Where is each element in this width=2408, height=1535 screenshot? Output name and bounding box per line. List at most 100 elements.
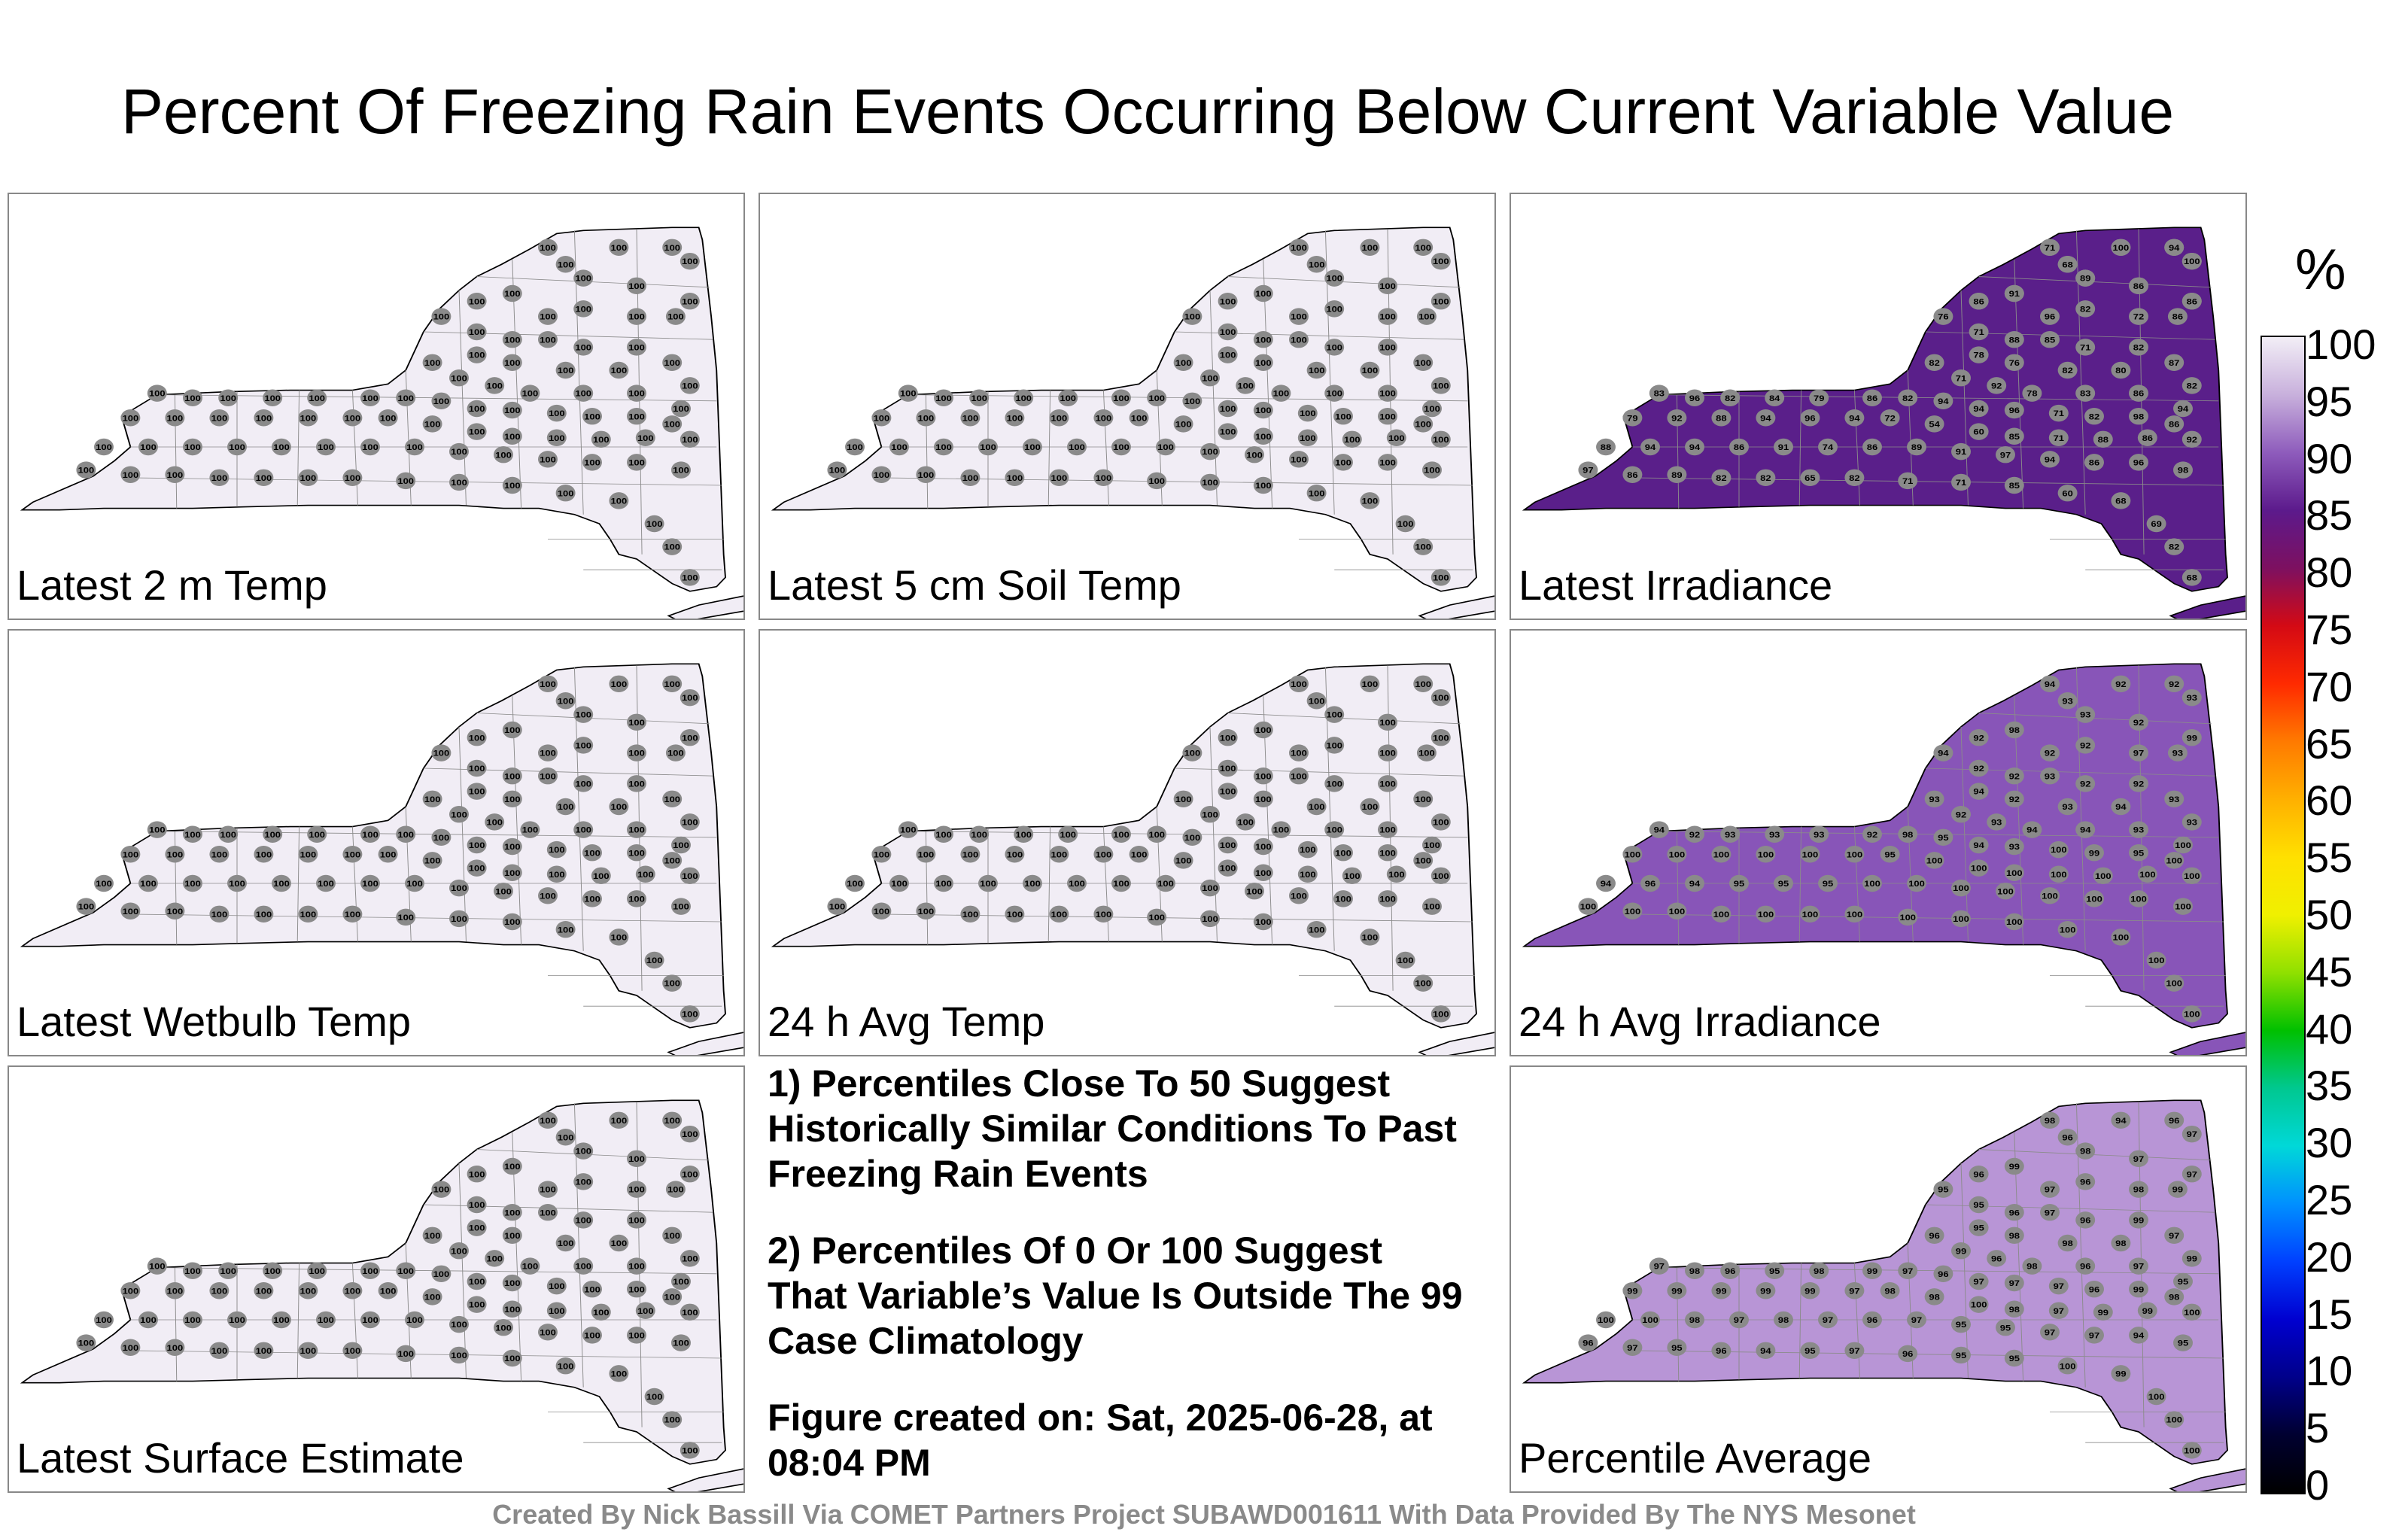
long-island-outline	[1418, 1032, 1494, 1055]
station-marker	[254, 905, 274, 923]
station-value: 100	[1379, 825, 1396, 835]
station-marker	[342, 1282, 363, 1299]
station-value: 100	[682, 435, 698, 445]
station-marker	[609, 1234, 629, 1252]
station-marker	[2040, 1324, 2060, 1341]
station-marker	[1289, 308, 1309, 325]
station-value: 100	[2139, 870, 2156, 880]
county-border	[1853, 390, 1860, 506]
station-marker	[272, 438, 291, 456]
station-marker	[1253, 284, 1273, 302]
station-marker	[680, 813, 700, 831]
station-marker	[307, 1262, 327, 1279]
station-marker	[2075, 339, 2096, 356]
station-value: 100	[971, 830, 987, 840]
station-marker	[1969, 1296, 1989, 1313]
station-value: 100	[628, 342, 645, 352]
station-value: 89	[1671, 470, 1683, 480]
station-value: 100	[558, 1132, 574, 1142]
station-value: 100	[149, 389, 166, 399]
station-marker	[1987, 377, 2007, 394]
station-value: 100	[469, 1223, 485, 1233]
colorbar-tick-label: 60	[2306, 777, 2353, 825]
station-value: 100	[2184, 257, 2200, 266]
station-marker	[360, 874, 380, 892]
station-marker	[2022, 1257, 2042, 1275]
station-value: 100	[1291, 679, 1307, 689]
station-marker	[1253, 913, 1273, 931]
station-marker	[889, 874, 909, 892]
station-marker	[2129, 821, 2148, 838]
state-map: 9276687879869389878076968272867188857182…	[1522, 226, 2245, 619]
station-marker	[502, 1274, 522, 1292]
station-value: 92	[2187, 435, 2198, 445]
station-marker	[1324, 300, 1345, 318]
station-value: 100	[140, 879, 157, 889]
panel-label: Percentile Average	[1519, 1434, 1872, 1482]
station-value: 100	[1379, 779, 1396, 789]
station-value: 80	[2115, 366, 2127, 375]
station-value: 100	[1669, 907, 1686, 916]
station-marker	[573, 1257, 594, 1275]
station-value: 97	[2009, 1278, 2020, 1288]
station-value: 92	[2169, 679, 2180, 689]
station-value: 100	[78, 1339, 95, 1348]
state-outline	[1522, 1099, 2228, 1465]
station-value: 100	[980, 442, 996, 452]
station-marker	[467, 1219, 487, 1236]
station-value: 100	[1113, 830, 1130, 840]
station-value: 100	[1060, 394, 1076, 403]
station-marker	[1378, 775, 1397, 792]
station-value: 100	[522, 389, 539, 399]
station-marker	[665, 744, 686, 761]
station-value: 97	[1911, 1315, 1923, 1325]
station-marker	[1093, 905, 1114, 923]
page-title: Percent Of Freezing Rain Events Occurrin…	[120, 76, 2175, 147]
station-value: 100	[504, 432, 521, 442]
station-marker	[1969, 783, 1989, 800]
station-marker	[1253, 354, 1273, 372]
station-value: 100	[682, 871, 698, 881]
long-island-outline	[2169, 595, 2245, 619]
station-marker	[449, 369, 469, 387]
station-value: 100	[123, 907, 139, 916]
station-marker	[1378, 821, 1397, 838]
station-marker	[342, 409, 363, 427]
station-value: 100	[1220, 351, 1236, 360]
station-marker	[120, 466, 141, 483]
station-value: 100	[1326, 710, 1342, 720]
station-value: 100	[646, 956, 663, 965]
panel-label: Latest Surface Estimate	[17, 1434, 464, 1482]
station-marker	[449, 1346, 469, 1364]
station-value: 100	[1220, 840, 1236, 850]
county-border	[476, 1149, 710, 1161]
state-outline	[1522, 663, 2228, 1029]
station-value: 86	[1973, 296, 1984, 306]
station-value: 100	[256, 413, 272, 423]
station-value: 100	[504, 1278, 521, 1288]
station-marker	[2129, 744, 2148, 761]
station-value: 92	[2080, 779, 2091, 789]
station-value: 100	[1220, 327, 1236, 337]
county-border	[296, 390, 300, 506]
station-value: 95	[2000, 1323, 2011, 1333]
station-value: 100	[628, 1262, 645, 1272]
station-value: 100	[1069, 442, 1085, 452]
station-marker	[449, 442, 469, 460]
station-marker	[916, 902, 936, 919]
station-marker	[1333, 454, 1353, 471]
station-value: 93	[2187, 817, 2198, 827]
station-value: 100	[1113, 879, 1130, 889]
station-marker	[546, 865, 567, 883]
station-marker	[2111, 492, 2131, 509]
station-marker	[1253, 330, 1273, 348]
station-marker	[467, 1296, 487, 1313]
station-value: 100	[1255, 842, 1272, 852]
station-value: 100	[1847, 850, 1863, 859]
station-value: 100	[962, 413, 979, 423]
station-marker	[1951, 1242, 1971, 1260]
station-value: 100	[1415, 543, 1431, 552]
note-3: Figure created on: Sat, 2025-06-28, at 0…	[768, 1397, 1433, 1484]
station-marker	[671, 1334, 691, 1351]
station-value: 100	[1237, 817, 1254, 827]
